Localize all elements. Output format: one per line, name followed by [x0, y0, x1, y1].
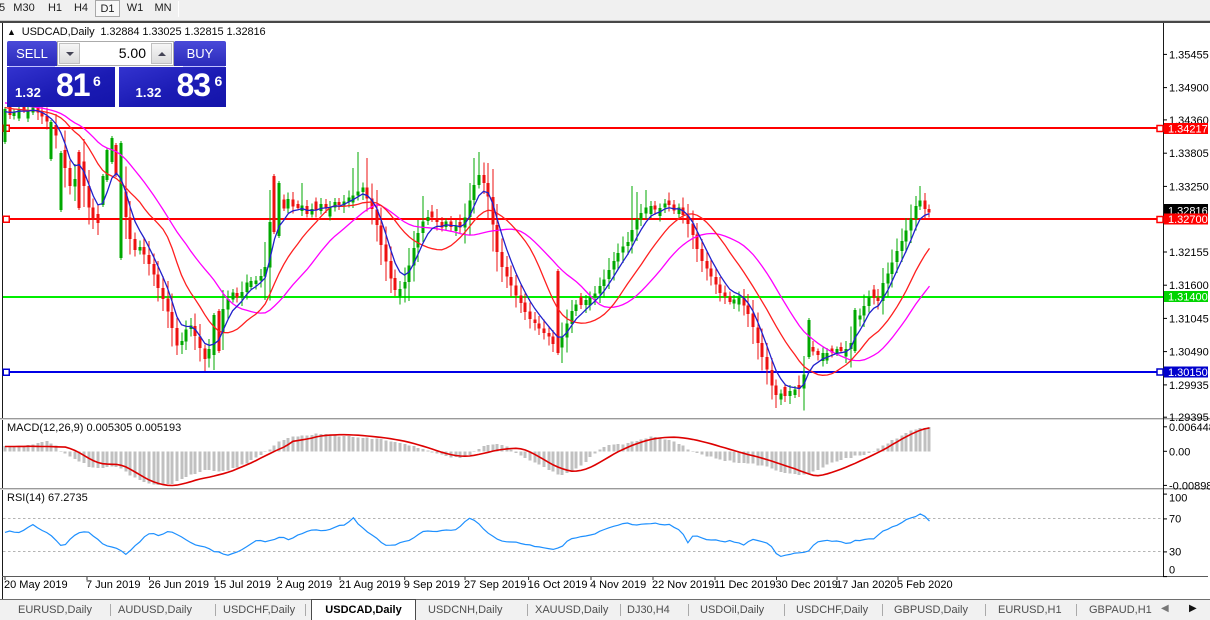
svg-text:0.00: 0.00	[1169, 446, 1190, 458]
svg-text:5 Feb 2020: 5 Feb 2020	[897, 579, 953, 591]
svg-text:30: 30	[1169, 547, 1181, 559]
svg-text:RSI(14) 67.2735: RSI(14) 67.2735	[7, 492, 88, 504]
svg-text:21 Aug 2019: 21 Aug 2019	[339, 579, 401, 591]
svg-text:11 Dec 2019: 11 Dec 2019	[714, 579, 776, 591]
svg-text:4 Nov 2019: 4 Nov 2019	[590, 579, 646, 591]
svg-text:1.33250: 1.33250	[1169, 181, 1209, 193]
svg-text:0.006448: 0.006448	[1169, 422, 1210, 434]
svg-text:27 Sep 2019: 27 Sep 2019	[464, 579, 526, 591]
svg-text:100: 100	[1169, 493, 1187, 505]
svg-text:1.31600: 1.31600	[1169, 280, 1209, 292]
svg-text:-0.008982: -0.008982	[1169, 480, 1210, 492]
svg-text:1.31400: 1.31400	[1168, 292, 1208, 304]
svg-text:30 Dec 2019: 30 Dec 2019	[776, 579, 838, 591]
svg-text:1.35455: 1.35455	[1169, 49, 1209, 61]
svg-text:1.30150: 1.30150	[1168, 367, 1208, 379]
svg-text:▲ USDCAD,Daily 1.32884 1.330: ▲ USDCAD,Daily 1.32884 1.33025 1.32815 1…	[7, 26, 266, 38]
svg-text:9 Sep 2019: 9 Sep 2019	[404, 579, 460, 591]
svg-text:1.32155: 1.32155	[1169, 247, 1209, 259]
svg-text:1.29395: 1.29395	[1169, 412, 1209, 424]
svg-text:16 Oct 2019: 16 Oct 2019	[528, 579, 588, 591]
svg-text:1.34217: 1.34217	[1168, 124, 1208, 136]
svg-text:70: 70	[1169, 514, 1181, 526]
svg-text:26 Jun 2019: 26 Jun 2019	[149, 579, 210, 591]
svg-text:0: 0	[1169, 565, 1175, 577]
svg-text:MACD(12,26,9) 0.005305 0.00519: MACD(12,26,9) 0.005305 0.005193	[7, 422, 181, 434]
svg-text:1.29935: 1.29935	[1169, 380, 1209, 392]
svg-text:17 Jan 2020: 17 Jan 2020	[836, 579, 897, 591]
svg-text:2 Aug 2019: 2 Aug 2019	[277, 579, 333, 591]
svg-text:7 Jun 2019: 7 Jun 2019	[86, 579, 140, 591]
svg-text:1.32816: 1.32816	[1168, 206, 1208, 218]
svg-text:20 May 2019: 20 May 2019	[4, 579, 68, 591]
svg-text:1.34900: 1.34900	[1169, 83, 1209, 95]
svg-text:1.33805: 1.33805	[1169, 148, 1209, 160]
svg-text:1.30490: 1.30490	[1169, 347, 1209, 359]
svg-text:22 Nov 2019: 22 Nov 2019	[652, 579, 714, 591]
svg-text:15 Jul 2019: 15 Jul 2019	[214, 579, 271, 591]
svg-text:1.32700: 1.32700	[1168, 214, 1208, 226]
svg-text:1.31045: 1.31045	[1169, 313, 1209, 325]
